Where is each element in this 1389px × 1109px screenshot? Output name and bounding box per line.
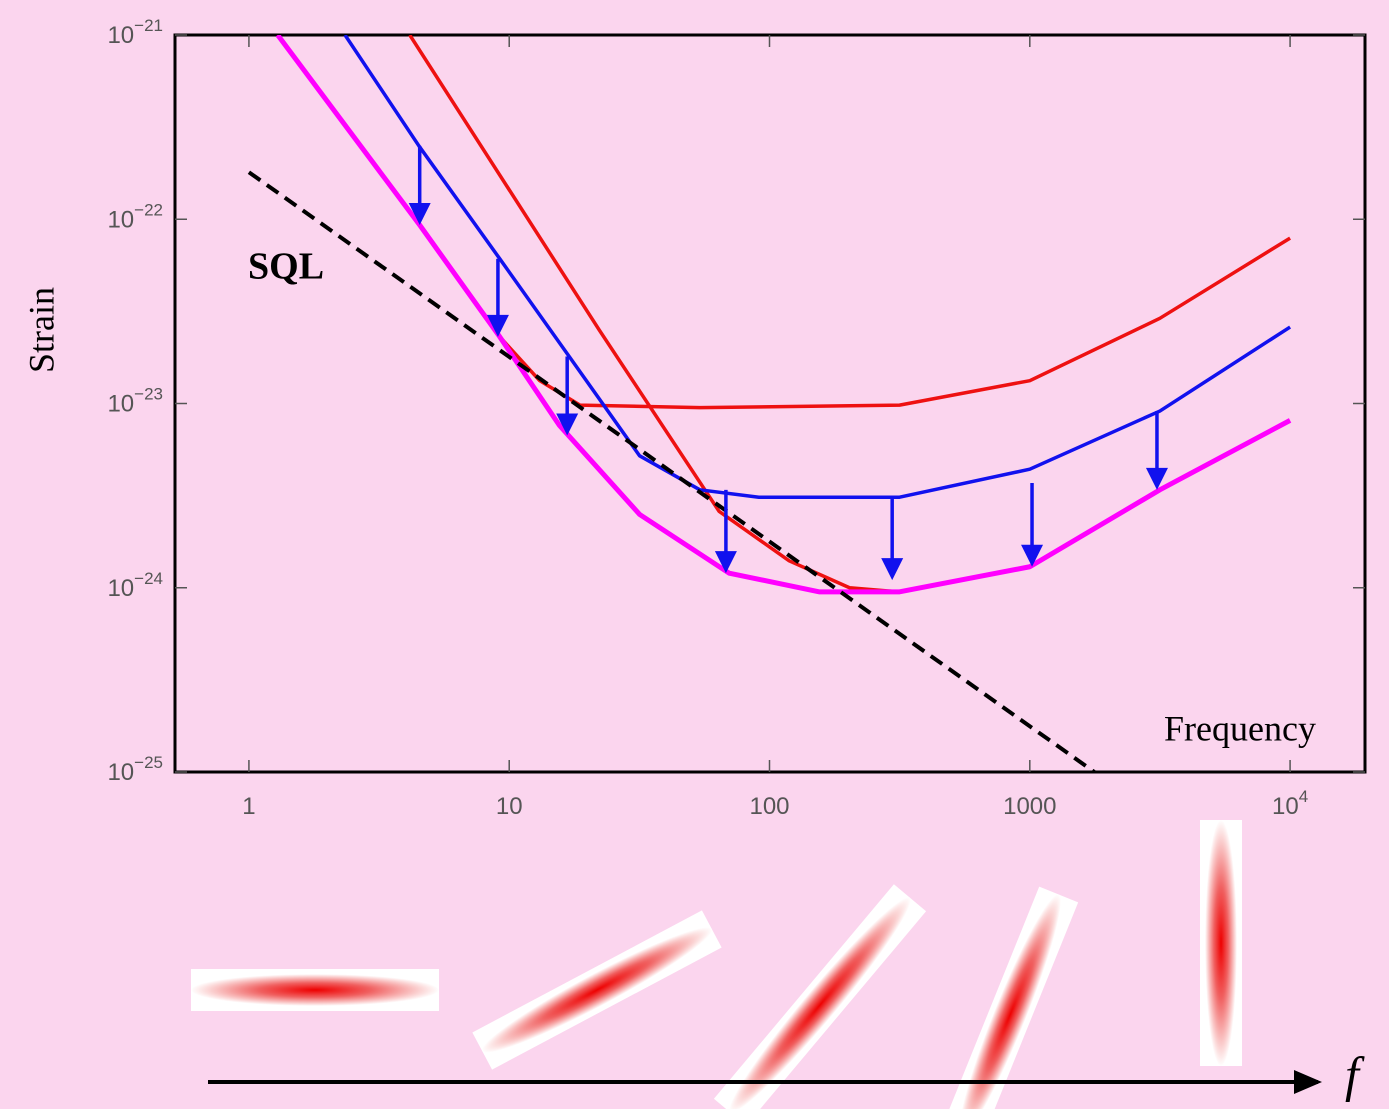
tick-base: 10 (107, 391, 134, 418)
sql-line (247, 170, 1096, 772)
tick-base: 10 (107, 575, 134, 602)
plot-frame (173, 33, 1367, 774)
y-tick-label: 10−24 (107, 569, 163, 602)
x-tick-label: 104 (1272, 787, 1308, 820)
arrow-head (486, 314, 509, 337)
tick-exponent: −24 (134, 569, 163, 588)
frequency-arrowhead (1294, 1070, 1322, 1094)
sql-label: SQL (248, 246, 324, 288)
y-tick-label: 10−21 (107, 16, 163, 49)
strain-curve (275, 35, 1292, 595)
arrow-head (556, 413, 579, 436)
f-label: f (1345, 1046, 1365, 1102)
squeeze-ellipses (191, 820, 1242, 1109)
arrow-head (881, 558, 904, 581)
y-tick-label: 10−23 (107, 385, 163, 418)
y-tick-label: 10−22 (107, 200, 163, 233)
tick-base: 10 (107, 759, 134, 786)
tick-base: 10 (107, 22, 134, 49)
tick-exponent: 4 (1299, 787, 1308, 806)
strain-curve (276, 35, 1292, 410)
arrow-head (1021, 544, 1044, 567)
tick-exponent: −22 (134, 200, 163, 219)
tick-exponent: −23 (134, 385, 163, 404)
arrow-head (1145, 467, 1168, 490)
tick-base: 10 (107, 206, 134, 233)
tick-exponent: −25 (134, 753, 163, 772)
y-tick-label: 10−25 (107, 753, 163, 786)
strain-curve (343, 35, 1292, 499)
x-tick-label: 10 (496, 793, 523, 820)
x-axis-label: Frequency (1164, 708, 1316, 748)
tick-exponent: −21 (134, 16, 163, 35)
tick-base: 10 (1272, 793, 1299, 820)
arrow-head (714, 551, 737, 574)
y-axis-label: Strain (21, 287, 61, 373)
arrow-head (408, 203, 431, 226)
plot-area (247, 35, 1292, 772)
x-tick-label: 1 (242, 793, 255, 820)
x-tick-label: 100 (749, 793, 789, 820)
x-tick-label: 1000 (1003, 793, 1056, 820)
